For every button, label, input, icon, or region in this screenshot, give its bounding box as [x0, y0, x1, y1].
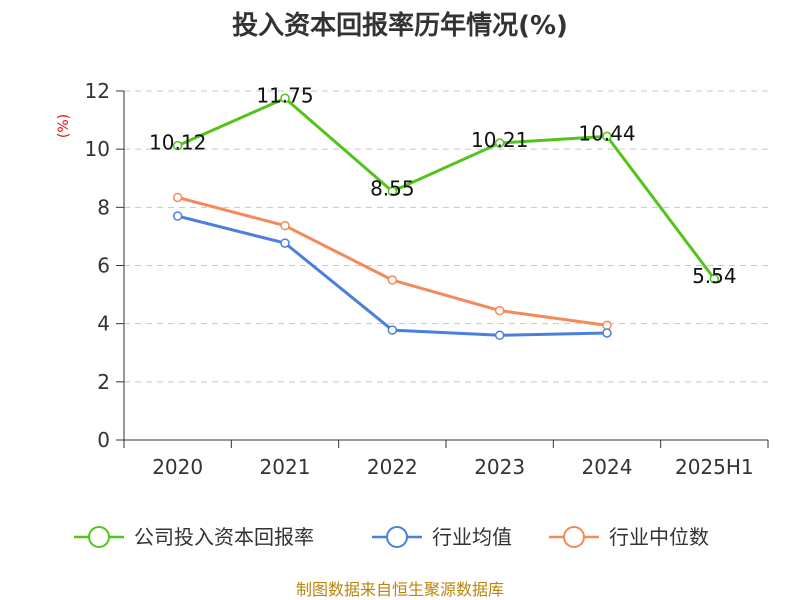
series-layer	[172, 93, 720, 341]
data-label: 8.55	[370, 176, 415, 200]
data-point	[709, 274, 720, 284]
data-point	[387, 275, 398, 285]
legend-label: 公司投入资本回报率	[134, 525, 314, 549]
series-line	[177, 195, 608, 327]
x-tick-label: 2024	[582, 455, 633, 479]
x-tick-label: 2025H1	[675, 455, 754, 479]
data-point	[172, 140, 183, 151]
grid	[124, 90, 768, 383]
x-tick-label: 2021	[260, 455, 311, 479]
x-tick-label: 2023	[474, 455, 525, 479]
data-labels: 10.12 11.75 8.55 10.21 10.44 5.54	[149, 83, 737, 288]
series-2	[172, 192, 612, 331]
legend-item-2: 行业中位数	[549, 525, 709, 549]
chart-title: 投入资本回报率历年情况(%)	[232, 10, 568, 41]
data-label: 10.12	[149, 131, 206, 155]
data-point	[280, 238, 290, 248]
y-axis-label: (%)	[56, 114, 72, 138]
data-point	[172, 192, 183, 203]
y-tick-label: 8	[97, 195, 110, 219]
data-point	[280, 93, 290, 104]
legend-marker	[88, 526, 110, 548]
axes: 0 2 4 6 8 10 12 2020 2021 2022 2023 2024 2025H1	[85, 79, 769, 479]
y-tick-label: 4	[97, 312, 110, 336]
series-0	[172, 93, 720, 284]
data-point	[602, 131, 612, 142]
legend-item-0: 公司投入资本回报率	[74, 525, 314, 549]
y-tick-label: 6	[97, 254, 110, 278]
series-1	[172, 211, 612, 341]
legend-label: 行业中位数	[609, 525, 709, 549]
data-point	[494, 330, 505, 341]
x-tick-label: 2022	[367, 455, 418, 479]
legend-item-1: 行业均值	[372, 525, 512, 549]
data-label: 11.75	[256, 83, 313, 107]
data-point	[387, 325, 398, 335]
legend: 公司投入资本回报率 行业均值 行业中位数	[74, 525, 709, 549]
data-point	[387, 186, 398, 197]
series-line	[177, 96, 716, 280]
data-point	[494, 305, 505, 316]
data-point	[280, 220, 290, 231]
legend-marker	[563, 526, 585, 548]
y-tick-label: 12	[85, 79, 110, 103]
data-label: 5.54	[692, 264, 737, 288]
data-point	[602, 328, 612, 338]
legend-marker	[386, 526, 408, 548]
y-tick-label: 10	[85, 137, 110, 161]
data-label: 10.44	[578, 121, 635, 145]
source-note: 制图数据来自恒生聚源数据库	[296, 580, 504, 599]
y-tick-label: 2	[97, 370, 110, 394]
data-point	[494, 138, 505, 148]
x-tick-label: 2020	[152, 455, 203, 479]
legend-label: 行业均值	[432, 525, 512, 549]
data-point	[602, 320, 612, 331]
data-label: 10.21	[471, 128, 528, 152]
data-point	[172, 211, 183, 221]
y-tick-label: 0	[97, 428, 110, 452]
